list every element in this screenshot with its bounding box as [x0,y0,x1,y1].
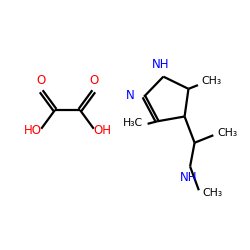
Text: OH: OH [93,124,111,136]
Text: NH: NH [180,171,198,184]
Text: NH: NH [152,58,170,70]
Text: CH₃: CH₃ [202,188,223,198]
Text: O: O [36,74,46,87]
Text: H₃C: H₃C [123,118,143,128]
Text: CH₃: CH₃ [217,128,237,138]
Text: O: O [90,74,98,87]
Text: N: N [126,89,134,102]
Text: CH₃: CH₃ [202,76,222,86]
Text: HO: HO [24,124,42,136]
